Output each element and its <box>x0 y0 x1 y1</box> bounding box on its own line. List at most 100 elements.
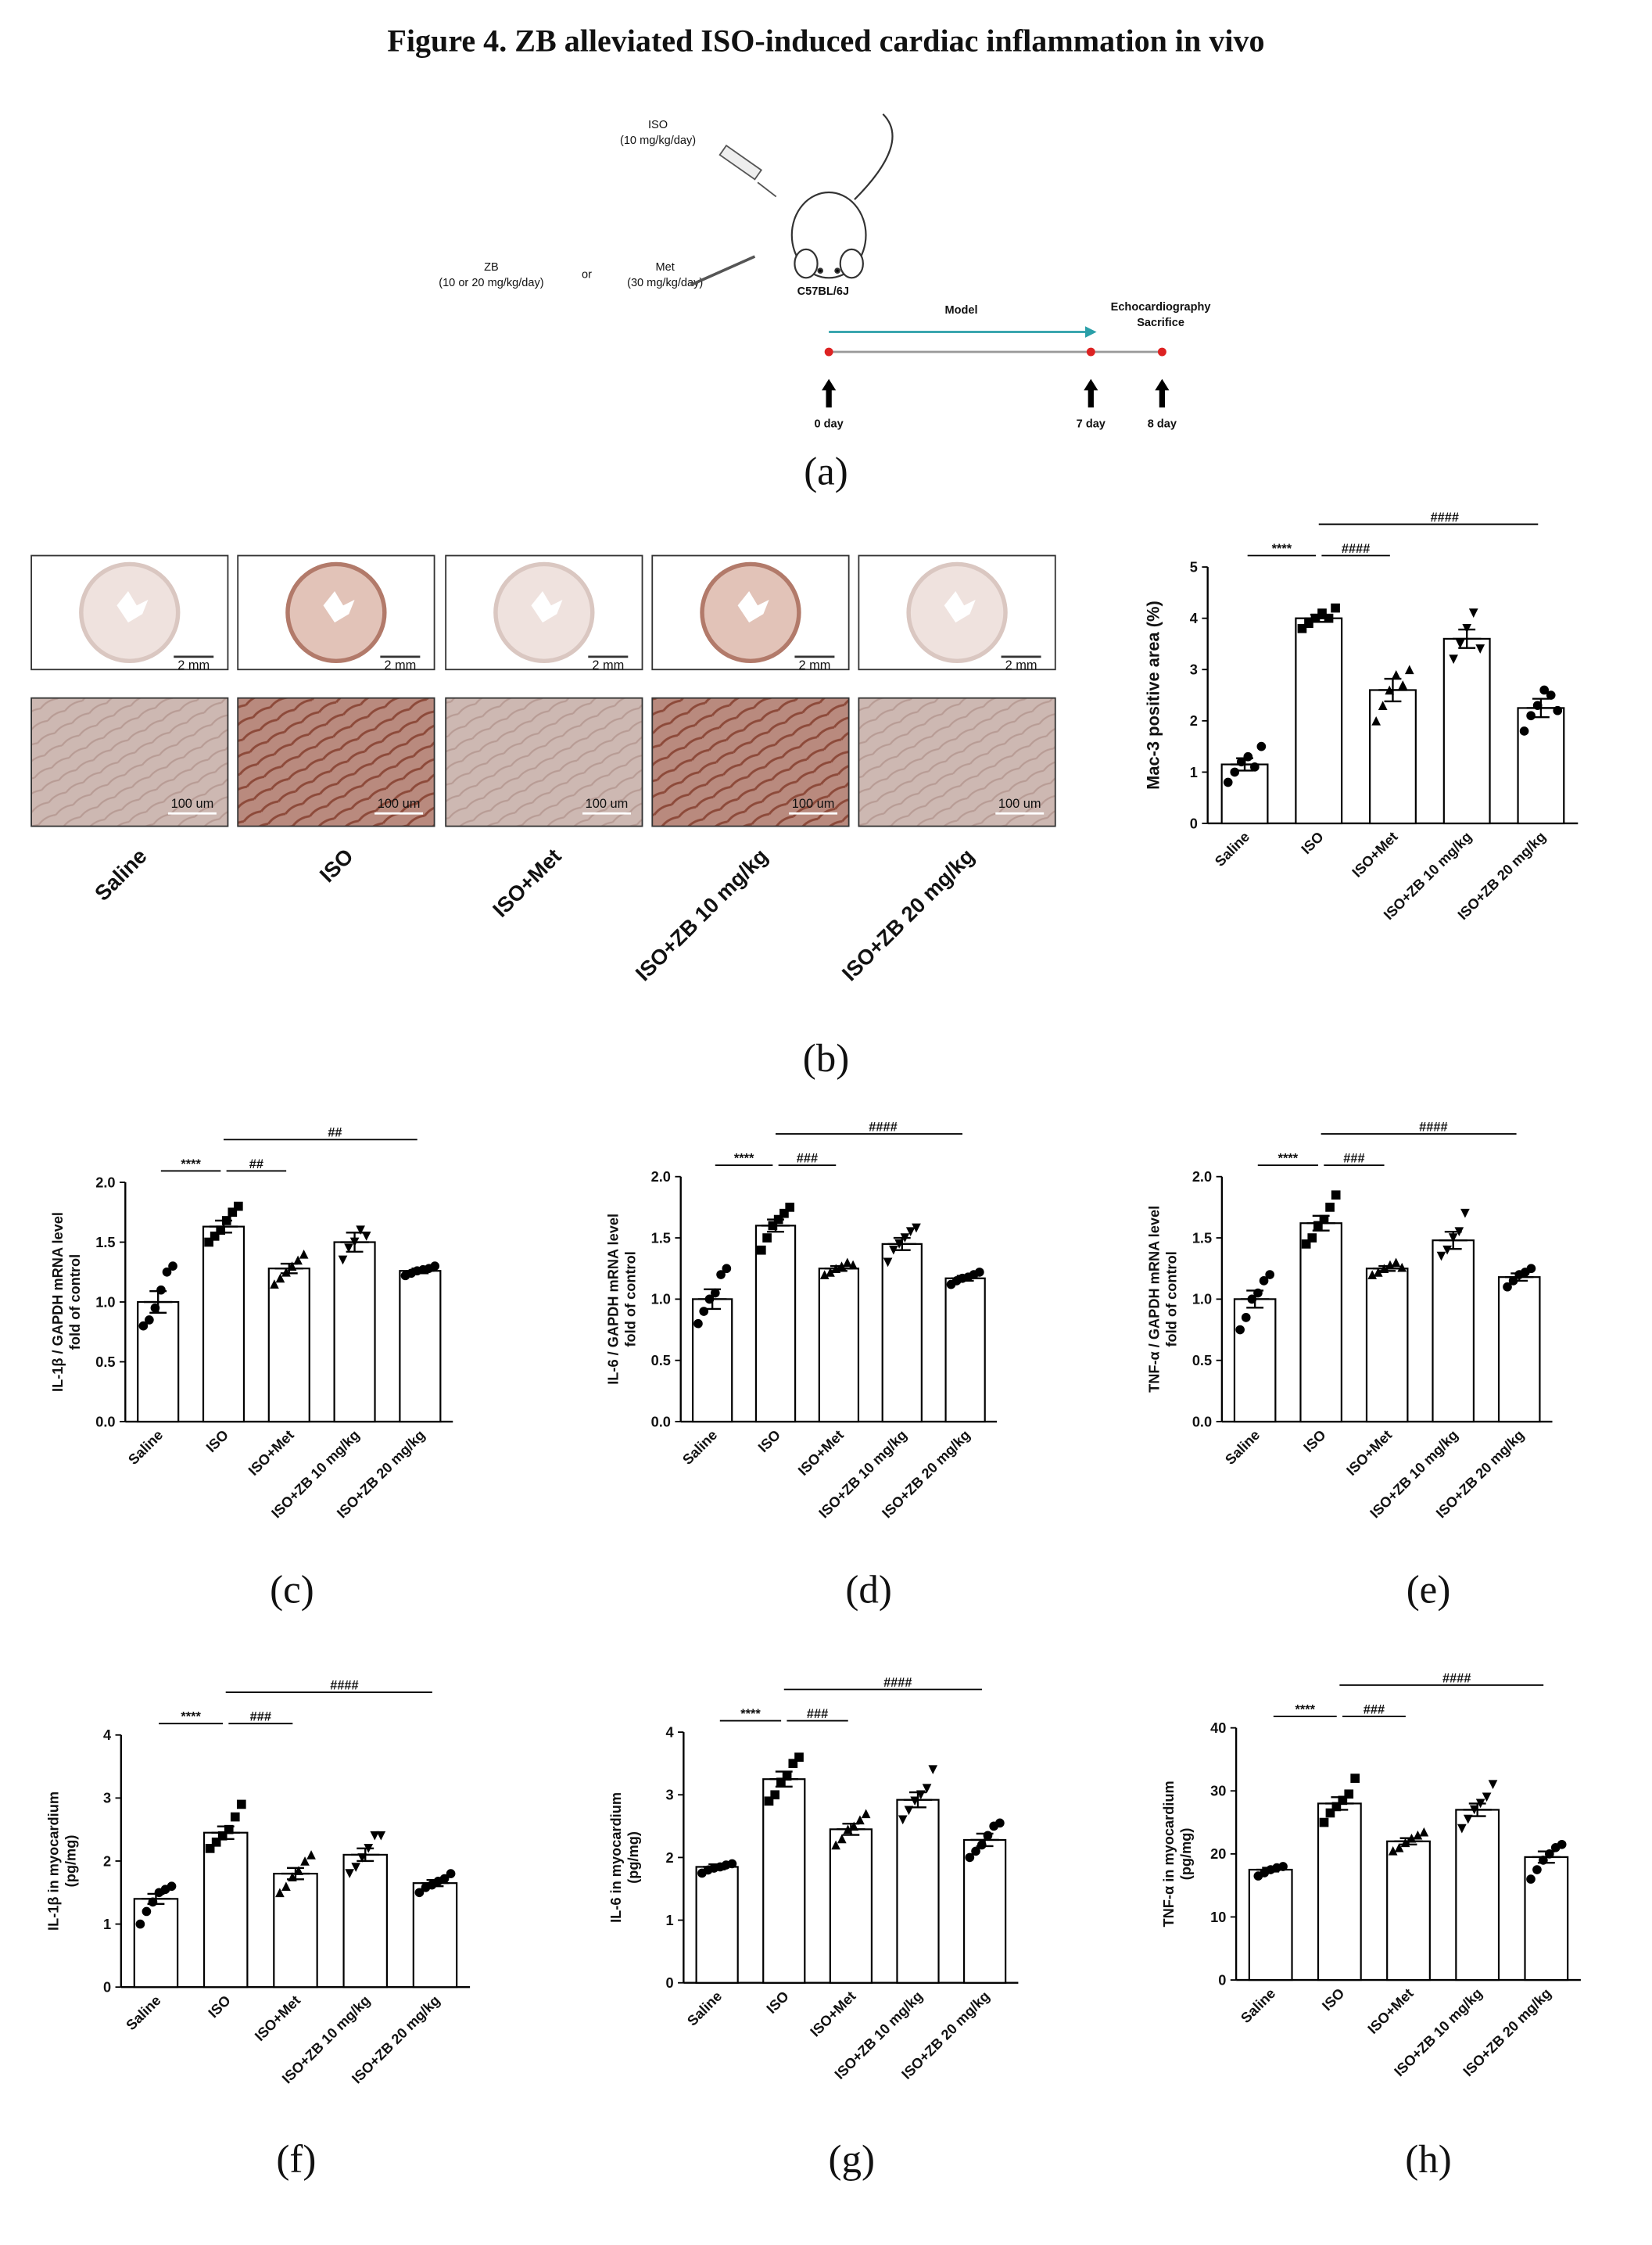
data-point <box>1249 762 1260 772</box>
data-point <box>1397 1262 1407 1272</box>
data-point <box>1553 705 1563 715</box>
bar <box>1455 1809 1500 1981</box>
significance-label: **** <box>734 1152 754 1166</box>
data-point <box>1463 1814 1473 1824</box>
data-point <box>351 1863 361 1872</box>
significance-label: #### <box>883 1676 912 1690</box>
data-point <box>236 1799 246 1809</box>
scale-label: 2 mm <box>384 658 416 672</box>
y-tick-label: 10 <box>1210 1910 1226 1925</box>
data-point <box>1475 1799 1485 1809</box>
data-point <box>693 1318 703 1329</box>
significance-label: ### <box>807 1707 828 1721</box>
data-point <box>1413 1830 1423 1840</box>
data-point <box>294 1866 303 1875</box>
x-tick-label: ISO+Met <box>1365 1985 1417 2037</box>
x-tick-label: Saline <box>679 1427 720 1468</box>
bar <box>944 1277 986 1423</box>
x-tick-label: ISO <box>1300 1427 1328 1455</box>
data-point <box>306 1850 316 1859</box>
data-point <box>446 1869 456 1878</box>
y-axis-label: fold of control <box>67 1254 83 1350</box>
y-tick-label: 40 <box>1210 1720 1226 1736</box>
y-axis-label: (pg/mg) <box>63 1835 79 1888</box>
panel-label: (f) <box>276 2138 316 2182</box>
ventricle <box>323 591 355 623</box>
data-point <box>1532 701 1543 710</box>
bar <box>1248 1868 1293 1981</box>
data-point <box>1331 1802 1342 1812</box>
bar-chart: 0 1 2 3 4 IL-6 in myocardium (pg/mg) Saline ISO I… <box>608 1676 1019 2182</box>
data-point <box>300 1856 310 1866</box>
bar <box>1365 1268 1409 1423</box>
bar <box>1295 617 1343 825</box>
y-tick-label: 1.0 <box>651 1292 671 1307</box>
x-tick-label: ISO <box>1319 1985 1347 2014</box>
y-axis-label: TNF-α / GAPDH mRNA level <box>1147 1206 1163 1393</box>
data-point <box>768 1221 778 1231</box>
data-point <box>210 1232 220 1241</box>
data-point <box>849 1821 859 1831</box>
mouse <box>790 113 894 279</box>
group-label: Saline <box>90 844 152 906</box>
data-point <box>1325 1808 1335 1818</box>
y-tick-label: 4 <box>1190 611 1199 626</box>
data-point <box>1297 623 1307 633</box>
label: (10 mg/kg/day) <box>620 134 696 147</box>
bar <box>1369 689 1417 825</box>
data-point <box>288 1872 297 1881</box>
bar <box>896 1799 940 1984</box>
data-point <box>148 1897 158 1907</box>
data-point <box>1546 690 1556 700</box>
data-point <box>224 1824 234 1834</box>
data-point <box>135 1919 145 1929</box>
significance-label: #### <box>1442 1671 1471 1685</box>
data-point <box>1449 654 1458 664</box>
bar <box>1386 1840 1431 1981</box>
label: 0 day <box>815 418 844 431</box>
data-point <box>338 1255 348 1265</box>
data-point <box>848 1260 858 1270</box>
y-tick-label: 3 <box>665 1788 673 1803</box>
panel-label: (c) <box>270 1568 314 1612</box>
data-point <box>764 1796 774 1806</box>
data-point <box>1457 1824 1467 1834</box>
label: Sacrifice <box>1137 317 1184 329</box>
data-point <box>275 1888 285 1898</box>
y-axis-label: IL-1β in myocardium <box>46 1791 62 1931</box>
data-point <box>1407 1833 1417 1843</box>
x-tick-label: ISO <box>1299 829 1327 857</box>
data-point <box>217 1831 228 1841</box>
scale-label: 100 um <box>792 797 835 811</box>
y-tick-label: 30 <box>1210 1784 1226 1799</box>
label: (30 mg/kg/day) <box>627 277 703 289</box>
data-point <box>1442 1245 1452 1255</box>
bar <box>1432 1239 1475 1423</box>
significance-label: #### <box>330 1678 358 1692</box>
scale-label: 2 mm <box>592 658 624 672</box>
y-tick-label: 1.0 <box>1192 1292 1212 1307</box>
data-point <box>699 1307 709 1316</box>
data-point <box>1388 1846 1398 1856</box>
panel-label: (b) <box>803 1037 849 1081</box>
bar <box>818 1268 860 1423</box>
group-label: ISO+Met <box>488 844 566 922</box>
x-tick-label: Saline <box>1212 829 1252 870</box>
data-point <box>898 1815 908 1825</box>
x-tick-label: ISO+Met <box>1343 1427 1395 1479</box>
data-point <box>1367 1270 1378 1279</box>
bar <box>1497 1276 1541 1423</box>
data-point <box>1319 1214 1329 1225</box>
data-point <box>722 1264 732 1274</box>
y-tick-label: 1 <box>1190 765 1198 780</box>
ventricle <box>944 591 976 623</box>
label: ZB <box>484 261 499 274</box>
y-tick-label: 1 <box>665 1913 673 1928</box>
y-tick-label: 2 <box>665 1850 673 1866</box>
data-point <box>785 1203 795 1212</box>
y-tick-label: 0 <box>103 1980 111 1996</box>
data-point <box>1436 1251 1446 1261</box>
y-tick-label: 1.5 <box>1192 1230 1212 1246</box>
bar <box>829 1828 873 1984</box>
